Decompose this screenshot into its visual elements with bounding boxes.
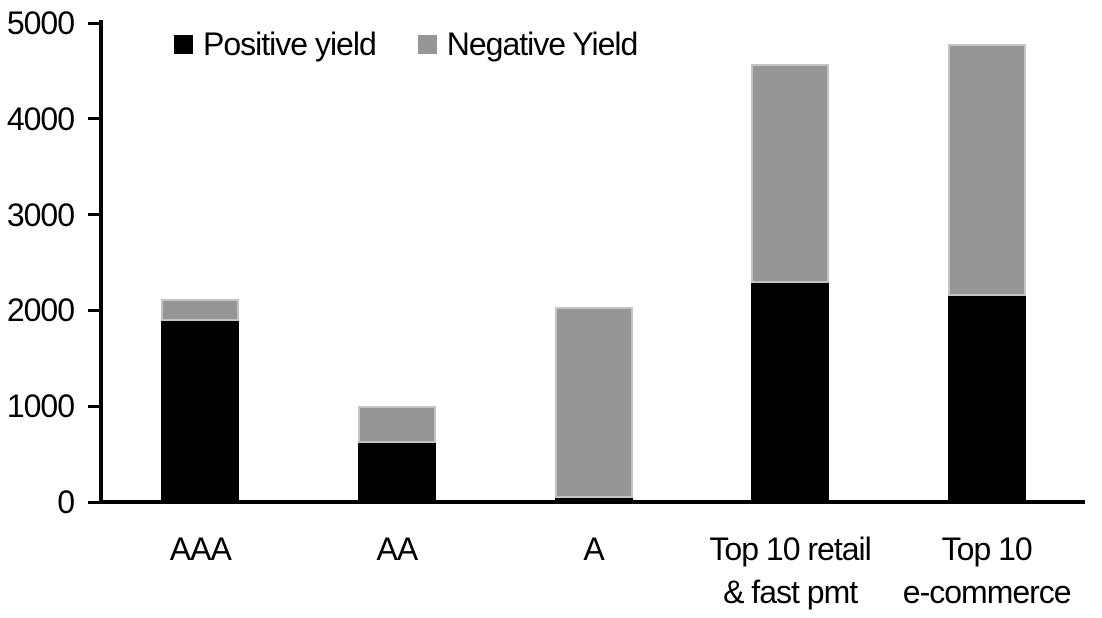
legend-swatch-negative-yield	[417, 34, 437, 54]
y-tick-label-3000: 3000	[6, 196, 75, 233]
bar-segment-aaa-negative-yield	[161, 298, 240, 321]
y-tick-label-0: 0	[57, 484, 75, 520]
y-tick-label-5000: 5000	[6, 5, 75, 41]
x-tick-label-aa: AA	[376, 531, 419, 567]
y-tick-mark-1000	[88, 404, 102, 408]
y-tick-mark-0	[88, 500, 102, 504]
legend-item-negative-yield: Negative Yield	[417, 25, 639, 63]
x-tick-label-top-10-e-commerce: Top 10 e-commerce	[902, 531, 1072, 610]
bar-segment-a-positive-yield	[554, 498, 633, 502]
y-tick-mark-2000	[88, 308, 102, 312]
x-tick-label-top-10-retail-fast-pmt: Top 10 retail & fast pmt	[709, 531, 871, 610]
bar-segment-top-10-e-commerce-positive-yield	[947, 296, 1026, 502]
y-tick-mark-5000	[88, 21, 102, 25]
bar-segment-aa-positive-yield	[357, 442, 436, 502]
y-tick-mark-4000	[88, 117, 102, 121]
y-tick-label-1000: 1000	[6, 388, 75, 425]
legend: Positive yield Negative Yield	[174, 22, 639, 66]
legend-swatch-positive-yield	[174, 34, 193, 54]
x-tick-label-a: A	[583, 531, 604, 567]
x-tick-label-aaa: AAA	[169, 531, 232, 567]
y-tick-mark-3000	[88, 213, 102, 217]
y-tick-label-2000: 2000	[6, 292, 75, 329]
bar-segment-top-10-retail-fast-pmt-positive-yield	[751, 282, 830, 502]
y-tick-label-4000: 4000	[6, 100, 75, 137]
legend-label-positive-yield: Positive yield	[203, 25, 377, 62]
legend-item-positive-yield: Positive yield	[174, 25, 377, 63]
bar-segment-a-negative-yield	[554, 306, 633, 499]
bar-segment-top-10-retail-fast-pmt-negative-yield	[751, 64, 830, 283]
bar-segment-aaa-positive-yield	[161, 320, 240, 502]
bar-segment-aa-negative-yield	[357, 406, 436, 443]
bar-segment-top-10-e-commerce-negative-yield	[947, 44, 1026, 297]
y-axis-line	[99, 20, 103, 504]
legend-label-negative-yield: Negative Yield	[446, 25, 639, 62]
x-axis-line	[99, 500, 1085, 504]
